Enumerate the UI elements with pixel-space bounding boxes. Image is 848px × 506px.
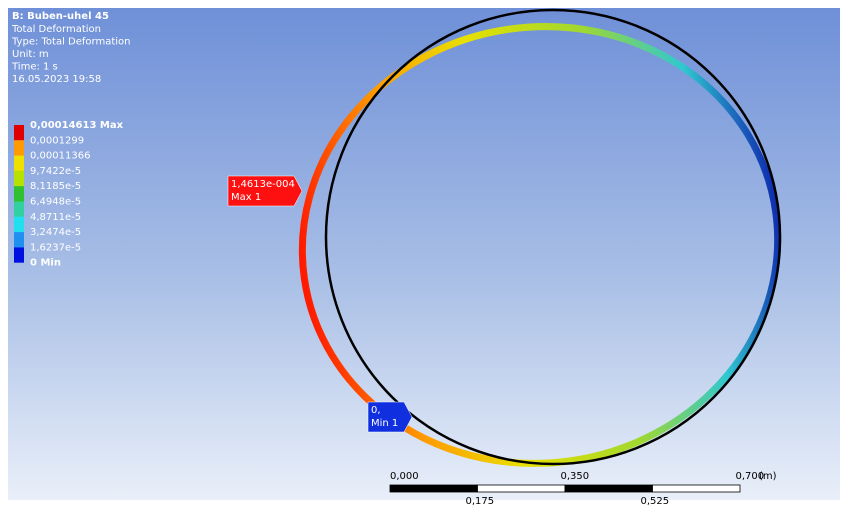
legend-swatch xyxy=(14,247,24,262)
result-title: B: Buben-uhel 45 xyxy=(12,11,109,22)
header-line: Unit: m xyxy=(12,49,49,60)
legend-label: 0 Min xyxy=(30,258,61,269)
header-line: Total Deformation xyxy=(11,24,101,35)
legend-label: 3,2474e-5 xyxy=(30,227,81,238)
header-line: 16.05.2023 19:58 xyxy=(12,74,101,85)
deformed-ring xyxy=(274,0,806,494)
scene: B: Buben-uhel 45 Total Deformation Type: … xyxy=(0,0,848,506)
legend-swatch xyxy=(14,140,24,155)
legend-swatch xyxy=(14,125,24,140)
legend-label: 1,6237e-5 xyxy=(30,242,81,253)
legend-label: 0,00014613 Max xyxy=(30,120,124,131)
probe-label: Max 1 xyxy=(231,192,261,203)
scale-segment xyxy=(565,485,653,492)
header-line: Time: 1 s xyxy=(11,62,58,73)
scale-segment xyxy=(653,485,741,492)
legend-swatch xyxy=(14,171,24,186)
scale-segment xyxy=(478,485,566,492)
legend-label: 9,7422e-5 xyxy=(30,166,81,177)
scale-label: 0,175 xyxy=(466,496,495,506)
legend-swatch xyxy=(14,156,24,171)
probe-label: Min 1 xyxy=(371,418,398,429)
header-line: Type: Total Deformation xyxy=(11,37,131,48)
legend-label: 6,4948e-5 xyxy=(30,197,81,208)
scale-unit: (m) xyxy=(759,471,777,482)
probe-value: 1,4613e-004 xyxy=(231,179,295,190)
scale-segment xyxy=(390,485,478,492)
scale-label: 0,350 xyxy=(561,471,590,482)
legend-label: 0,00011366 xyxy=(30,151,90,162)
legend-swatch xyxy=(14,232,24,247)
legend-swatch xyxy=(14,186,24,201)
probe-value: 0, xyxy=(371,405,381,416)
legend-swatch xyxy=(14,202,24,217)
scale-label: 0,000 xyxy=(390,471,419,482)
scale-label: 0,525 xyxy=(641,496,670,506)
legend-label: 0,0001299 xyxy=(30,135,84,146)
legend-label: 4,8711e-5 xyxy=(30,212,81,223)
legend-swatch xyxy=(14,217,24,232)
legend-label: 8,1185e-5 xyxy=(30,181,81,192)
